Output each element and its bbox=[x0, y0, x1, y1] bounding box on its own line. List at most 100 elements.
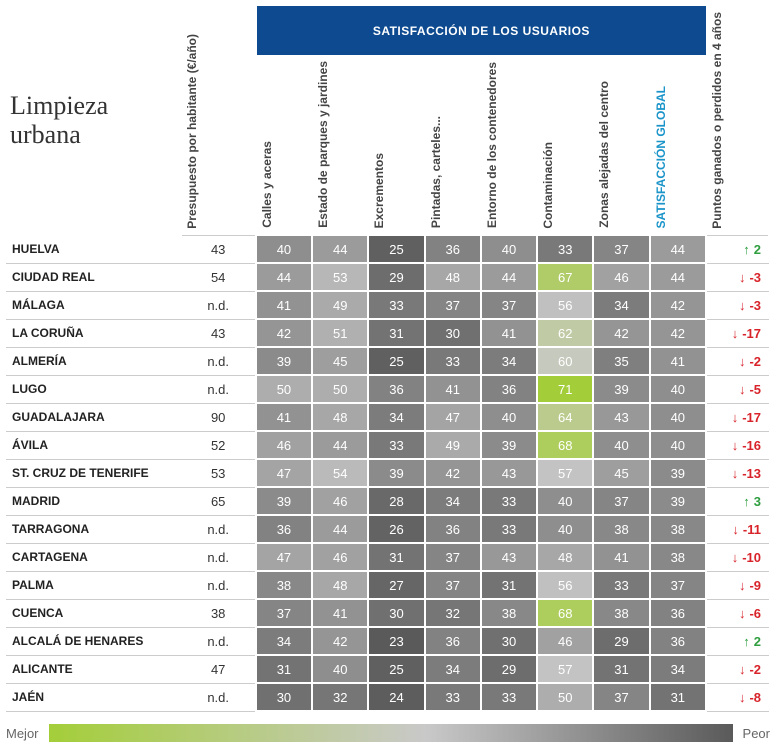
col-c0: Calles y aceras bbox=[256, 55, 312, 235]
col-c4: Entorno de los contenedores bbox=[481, 55, 537, 235]
change-value: ↓-8 bbox=[706, 683, 769, 711]
satisfaction-cell: 36 bbox=[650, 599, 706, 627]
metric-cell: 28 bbox=[368, 487, 424, 515]
arrow-down-icon: ↓ bbox=[739, 298, 746, 313]
metric-cell: 44 bbox=[312, 431, 368, 459]
satisfaction-cell: 31 bbox=[650, 683, 706, 711]
metric-cell: 33 bbox=[537, 235, 593, 263]
metric-cell: 40 bbox=[537, 487, 593, 515]
metric-cell: 54 bbox=[312, 459, 368, 487]
metric-cell: 33 bbox=[593, 571, 649, 599]
satisfaction-cell: 34 bbox=[650, 655, 706, 683]
metric-cell: 37 bbox=[593, 235, 649, 263]
metric-cell: 37 bbox=[256, 599, 312, 627]
budget-value: 52 bbox=[182, 431, 256, 459]
metric-cell: 42 bbox=[312, 627, 368, 655]
color-legend: Mejor Peor bbox=[6, 724, 770, 742]
metric-cell: 34 bbox=[425, 487, 481, 515]
metric-cell: 48 bbox=[312, 571, 368, 599]
arrow-up-icon: ↑ bbox=[743, 242, 750, 257]
metric-cell: 68 bbox=[537, 599, 593, 627]
city-name: ALICANTE bbox=[6, 655, 182, 683]
metric-cell: 24 bbox=[368, 683, 424, 711]
page-title: Limpieza urbana bbox=[6, 6, 182, 235]
metric-cell: 31 bbox=[481, 571, 537, 599]
table-row: GUADALAJARA904148344740644340↓-17 bbox=[6, 403, 769, 431]
metric-cell: 39 bbox=[368, 459, 424, 487]
budget-value: n.d. bbox=[182, 347, 256, 375]
budget-value: 54 bbox=[182, 263, 256, 291]
metric-cell: 35 bbox=[593, 347, 649, 375]
metric-cell: 29 bbox=[481, 655, 537, 683]
city-name: LA CORUÑA bbox=[6, 319, 182, 347]
city-name: CIUDAD REAL bbox=[6, 263, 182, 291]
satisfaction-cell: 39 bbox=[650, 459, 706, 487]
metric-cell: 50 bbox=[537, 683, 593, 711]
metric-cell: 23 bbox=[368, 627, 424, 655]
budget-value: n.d. bbox=[182, 375, 256, 403]
col-c5: Contaminación bbox=[537, 55, 593, 235]
table-row: ALCALÁ DE HENARESn.d.3442233630462936↑2 bbox=[6, 627, 769, 655]
metric-cell: 39 bbox=[481, 431, 537, 459]
metric-cell: 67 bbox=[537, 263, 593, 291]
metric-cell: 46 bbox=[312, 543, 368, 571]
metric-cell: 42 bbox=[425, 459, 481, 487]
col-change: Puntos ganados o perdidos en 4 años bbox=[706, 6, 769, 235]
table-row: CARTAGENAn.d.4746313743484138↓-10 bbox=[6, 543, 769, 571]
satisfaction-cell: 37 bbox=[650, 571, 706, 599]
arrow-up-icon: ↑ bbox=[743, 634, 750, 649]
metric-cell: 46 bbox=[537, 627, 593, 655]
metric-cell: 49 bbox=[312, 291, 368, 319]
metric-cell: 33 bbox=[425, 683, 481, 711]
metric-cell: 57 bbox=[537, 459, 593, 487]
col-budget: Presupuesto por habitante (€/año) bbox=[182, 6, 256, 235]
metric-cell: 50 bbox=[256, 375, 312, 403]
metric-cell: 51 bbox=[312, 319, 368, 347]
metric-cell: 44 bbox=[312, 515, 368, 543]
col-c2: Excrementos bbox=[368, 55, 424, 235]
col-c1: Estado de parques y jardines bbox=[312, 55, 368, 235]
metric-cell: 43 bbox=[593, 403, 649, 431]
metric-cell: 33 bbox=[481, 515, 537, 543]
metric-cell: 33 bbox=[481, 683, 537, 711]
change-value: ↓-5 bbox=[706, 375, 769, 403]
budget-value: n.d. bbox=[182, 291, 256, 319]
change-value: ↑2 bbox=[706, 627, 769, 655]
change-value: ↓-6 bbox=[706, 599, 769, 627]
metric-cell: 31 bbox=[368, 319, 424, 347]
metric-cell: 48 bbox=[425, 263, 481, 291]
metric-cell: 30 bbox=[368, 599, 424, 627]
metric-cell: 40 bbox=[593, 431, 649, 459]
metric-cell: 47 bbox=[256, 543, 312, 571]
satisfaction-cell: 42 bbox=[650, 291, 706, 319]
city-name: ST. CRUZ DE TENERIFE bbox=[6, 459, 182, 487]
metric-cell: 34 bbox=[481, 347, 537, 375]
metric-cell: 33 bbox=[481, 487, 537, 515]
change-value: ↓-13 bbox=[706, 459, 769, 487]
satisfaction-cell: 41 bbox=[650, 347, 706, 375]
metric-cell: 45 bbox=[312, 347, 368, 375]
metric-cell: 40 bbox=[481, 235, 537, 263]
metric-cell: 36 bbox=[425, 235, 481, 263]
metric-cell: 48 bbox=[312, 403, 368, 431]
metric-cell: 37 bbox=[481, 291, 537, 319]
city-name: JAÉN bbox=[6, 683, 182, 711]
metric-cell: 40 bbox=[537, 515, 593, 543]
metric-cell: 36 bbox=[425, 515, 481, 543]
city-name: MADRID bbox=[6, 487, 182, 515]
table-row: CIUDAD REAL544453294844674644↓-3 bbox=[6, 263, 769, 291]
metric-cell: 30 bbox=[481, 627, 537, 655]
arrow-down-icon: ↓ bbox=[739, 270, 746, 285]
metric-cell: 26 bbox=[368, 515, 424, 543]
change-value: ↓-2 bbox=[706, 347, 769, 375]
budget-value: n.d. bbox=[182, 543, 256, 571]
metric-cell: 60 bbox=[537, 347, 593, 375]
metric-cell: 41 bbox=[256, 291, 312, 319]
metric-cell: 25 bbox=[368, 655, 424, 683]
budget-value: 90 bbox=[182, 403, 256, 431]
legend-gradient-bar bbox=[49, 724, 733, 742]
metric-cell: 41 bbox=[312, 599, 368, 627]
city-name: GUADALAJARA bbox=[6, 403, 182, 431]
arrow-down-icon: ↓ bbox=[739, 690, 746, 705]
metric-cell: 30 bbox=[425, 319, 481, 347]
